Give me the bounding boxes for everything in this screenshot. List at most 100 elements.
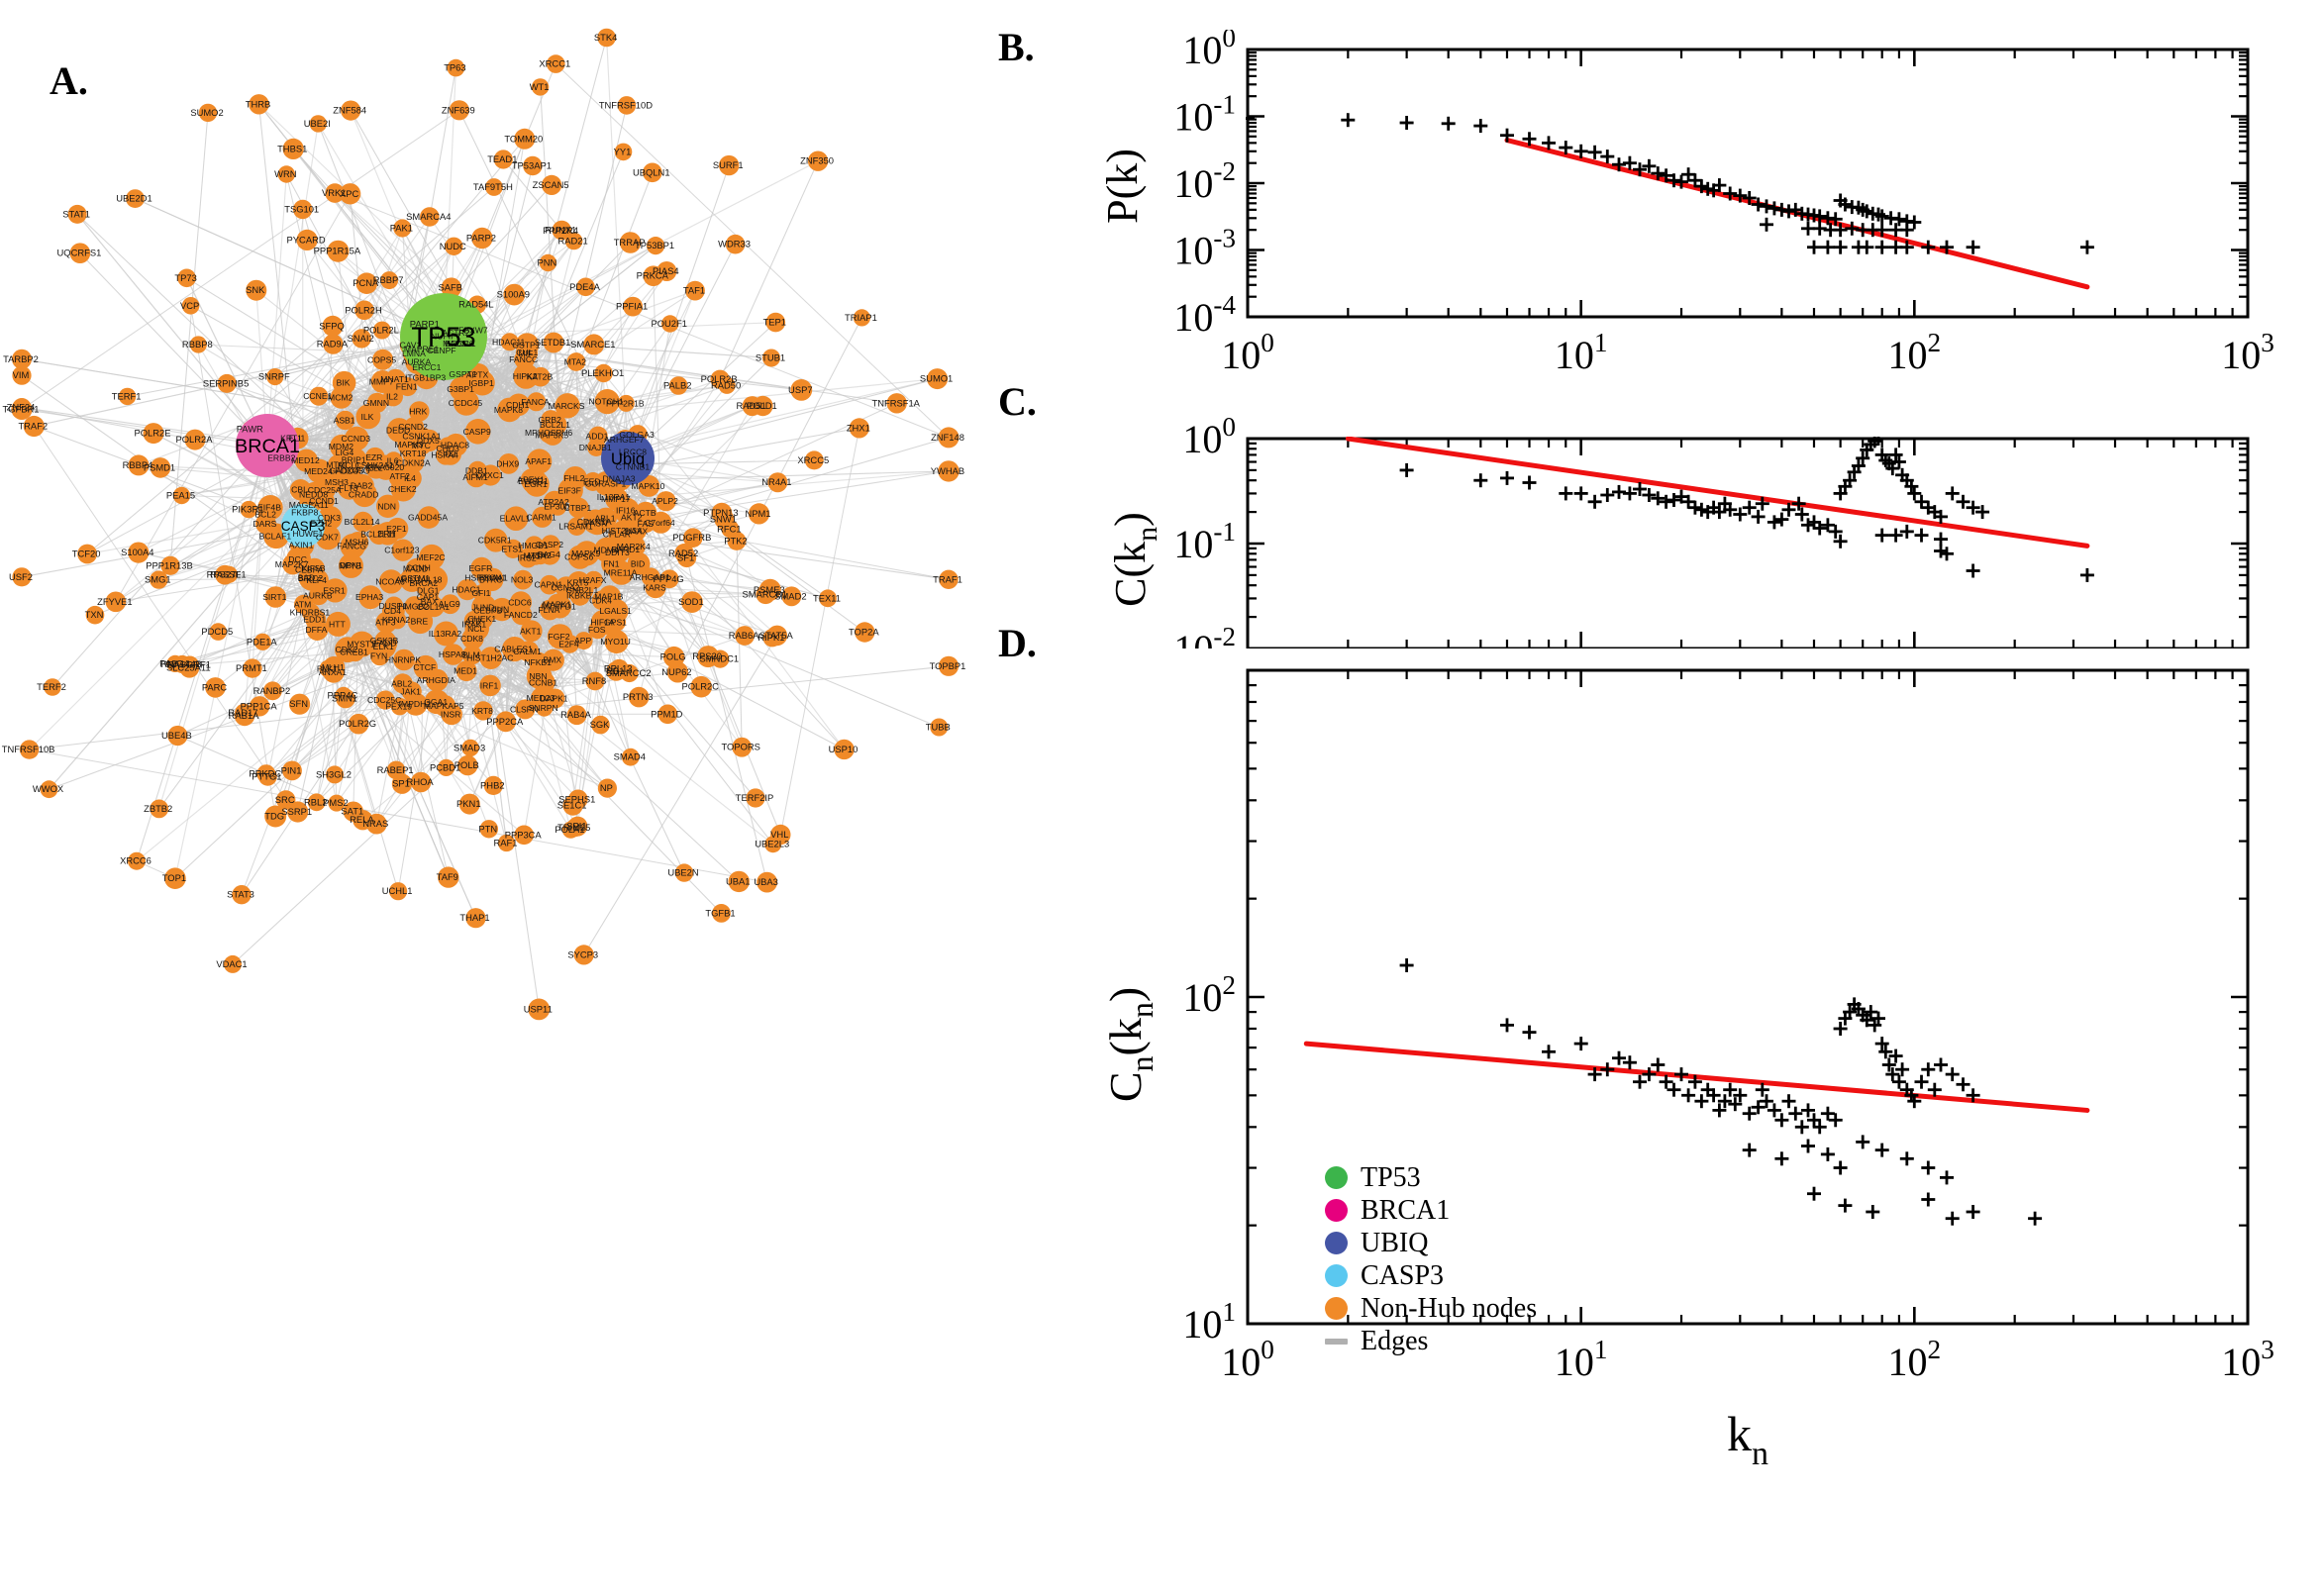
- svg-text:DDB1: DDB1: [465, 465, 488, 475]
- svg-text:MAP2K4: MAP2K4: [617, 542, 651, 551]
- svg-text:RANBP2: RANBP2: [253, 685, 291, 696]
- svg-text:BIK: BIK: [337, 378, 351, 388]
- svg-text:SSRP1: SSRP1: [281, 806, 312, 817]
- svg-text:TRAF1: TRAF1: [933, 573, 962, 584]
- network-graph[interactable]: ABL1ABL2ACTBACTR2ADD1AIFM1AKT1AKT2ALG9AN…: [0, 0, 970, 1089]
- svg-text:TNFRSF10D: TNFRSF10D: [599, 99, 653, 110]
- svg-text:ZBTB2: ZBTB2: [144, 803, 172, 814]
- svg-text:MAPKAP5: MAPKAP5: [424, 701, 464, 711]
- svg-text:SNAI2: SNAI2: [348, 333, 374, 344]
- svg-text:YY1: YY1: [614, 146, 632, 156]
- svg-text:PIK3R1: PIK3R1: [232, 504, 263, 515]
- svg-text:EP300: EP300: [544, 502, 569, 512]
- svg-text:RAD21: RAD21: [557, 236, 587, 247]
- svg-text:10-3: 10-3: [1173, 224, 1236, 273]
- svg-text:MYC: MYC: [412, 441, 431, 450]
- svg-text:MDM4: MDM4: [593, 545, 619, 554]
- svg-text:POLR2H: POLR2H: [345, 304, 382, 315]
- svg-text:100: 100: [1182, 412, 1236, 461]
- svg-text:C(kn): C(kn): [1106, 512, 1163, 607]
- svg-text:DLG1: DLG1: [417, 585, 440, 595]
- svg-text:SMNDC1: SMNDC1: [700, 653, 740, 664]
- svg-text:COPS5: COPS5: [367, 354, 396, 364]
- svg-text:TRRAP: TRRAP: [614, 237, 646, 248]
- svg-text:SIRT1: SIRT1: [262, 592, 286, 602]
- svg-text:ILK: ILK: [360, 412, 373, 422]
- svg-text:POLR2G: POLR2G: [339, 718, 376, 729]
- svg-text:NCOA6: NCOA6: [375, 576, 405, 586]
- svg-text:HDAC11: HDAC11: [492, 337, 525, 347]
- svg-text:NOL3: NOL3: [511, 575, 534, 585]
- svg-text:101: 101: [1555, 1335, 1608, 1384]
- svg-text:UQCRFS1: UQCRFS1: [57, 248, 102, 258]
- svg-text:ZNF148: ZNF148: [931, 432, 964, 443]
- svg-text:BCL2L14: BCL2L14: [345, 517, 380, 527]
- svg-text:RPS27L: RPS27L: [207, 569, 242, 580]
- legend-item-casp3: CASP3: [1325, 1259, 1537, 1291]
- svg-text:SUMO2: SUMO2: [190, 107, 223, 118]
- svg-text:RAD9A: RAD9A: [317, 339, 349, 349]
- svg-text:PPP2CA: PPP2CA: [486, 716, 524, 727]
- svg-text:PLK1: PLK1: [317, 664, 338, 674]
- svg-text:PTK2: PTK2: [724, 535, 747, 546]
- svg-text:RHOA: RHOA: [407, 776, 435, 787]
- svg-text:MAGEA11: MAGEA11: [289, 500, 329, 510]
- svg-text:RAF1: RAF1: [494, 838, 518, 848]
- svg-text:USP7: USP7: [788, 384, 813, 395]
- svg-text:SNRPN: SNRPN: [529, 703, 558, 713]
- svg-text:MAPK8: MAPK8: [494, 405, 523, 415]
- chart-panel-c: 100 10-1 10-2 C(kn): [1079, 391, 2297, 671]
- svg-text:MMP17: MMP17: [601, 494, 631, 504]
- svg-text:MARCKS: MARCKS: [549, 401, 585, 411]
- svg-text:TERF2IP: TERF2IP: [736, 792, 774, 803]
- svg-text:TUBB: TUBB: [926, 722, 951, 733]
- svg-text:GORASP1: GORASP1: [585, 478, 627, 488]
- legend-label: CASP3: [1361, 1259, 1445, 1291]
- svg-text:ERCC1: ERCC1: [412, 362, 441, 372]
- svg-text:MAP1B: MAP1B: [594, 592, 623, 602]
- legend-item-ubiq: UBIQ: [1325, 1228, 1537, 1258]
- svg-text:TEP1: TEP1: [763, 317, 786, 328]
- svg-text:PPP2R1B: PPP2R1B: [606, 398, 645, 408]
- svg-text:103: 103: [2221, 1335, 2274, 1384]
- svg-text:IL2: IL2: [386, 391, 398, 401]
- svg-text:NDN: NDN: [377, 501, 396, 511]
- svg-text:UBE2N: UBE2N: [667, 867, 698, 878]
- svg-text:HTT: HTT: [329, 619, 346, 629]
- svg-text:PAK1: PAK1: [390, 223, 413, 234]
- svg-text:MSH3: MSH3: [325, 477, 349, 487]
- legend-item-tp53: TP53: [1325, 1161, 1537, 1193]
- svg-text:ITGB1BP3: ITGB1BP3: [405, 373, 446, 383]
- svg-text:10-1: 10-1: [1173, 90, 1236, 140]
- svg-text:VCP: VCP: [180, 300, 199, 311]
- svg-text:TRIAP1: TRIAP1: [845, 312, 877, 323]
- svg-text:RBBP8: RBBP8: [182, 339, 213, 349]
- svg-text:RAB6A: RAB6A: [729, 630, 759, 641]
- svg-text:ZNF584: ZNF584: [333, 105, 366, 116]
- svg-text:SFN: SFN: [289, 698, 308, 709]
- svg-text:NP: NP: [600, 782, 613, 793]
- legend-item-edges: Edges: [1325, 1326, 1537, 1356]
- svg-text:ARHGDIA: ARHGDIA: [417, 675, 455, 685]
- brca1-swatch-icon: [1325, 1199, 1348, 1222]
- svg-text:PLEKHO1: PLEKHO1: [581, 367, 624, 378]
- svg-text:SMG1: SMG1: [145, 574, 171, 585]
- svg-text:THAP1: THAP1: [459, 912, 489, 923]
- svg-text:JAK1: JAK1: [400, 686, 421, 696]
- svg-text:PDE4A: PDE4A: [569, 281, 600, 292]
- svg-text:THRB: THRB: [246, 98, 271, 109]
- svg-text:CASP9: CASP9: [463, 427, 491, 437]
- svg-text:MSH6: MSH6: [345, 538, 368, 548]
- svg-text:103: 103: [2221, 328, 2274, 377]
- svg-text:P(k): P(k): [1098, 149, 1147, 224]
- svg-text:NCL: NCL: [467, 624, 484, 634]
- svg-text:KRT8: KRT8: [471, 706, 493, 716]
- svg-text:ESR1: ESR1: [323, 585, 346, 595]
- svg-text:UBQLN1: UBQLN1: [633, 166, 670, 177]
- svg-text:RAD17: RAD17: [228, 707, 257, 718]
- svg-text:TCF20: TCF20: [72, 549, 101, 559]
- ubiq-swatch-icon: [1325, 1232, 1348, 1254]
- legend-label: TP53: [1361, 1161, 1421, 1193]
- svg-text:CDK8: CDK8: [460, 634, 483, 644]
- svg-text:STAT5A: STAT5A: [759, 630, 794, 641]
